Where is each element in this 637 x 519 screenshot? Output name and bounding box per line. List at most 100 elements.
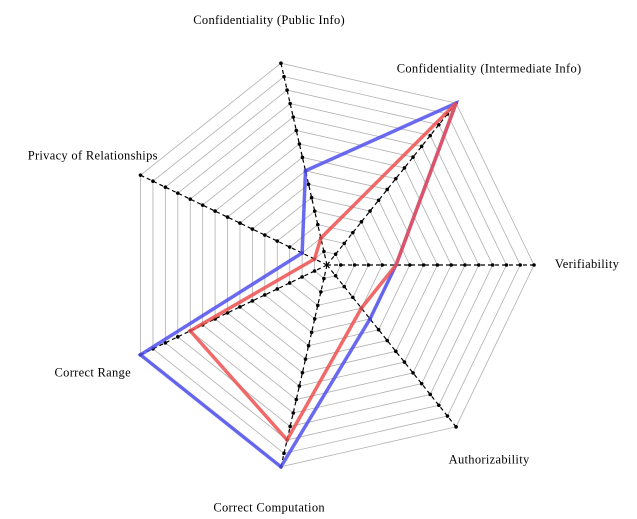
axis-tick xyxy=(463,263,467,267)
axis-tick xyxy=(303,357,308,361)
axis-tick xyxy=(300,155,305,160)
axis-tick xyxy=(394,176,398,181)
axis-label: Verifiability xyxy=(555,257,620,271)
axis-tick xyxy=(419,144,424,149)
axis-tick xyxy=(315,303,320,308)
axis-tick xyxy=(428,133,433,138)
axis-tick xyxy=(291,115,296,119)
axis-tick xyxy=(376,327,381,332)
axis-tick xyxy=(428,392,433,397)
axis-tick xyxy=(309,195,314,200)
axis-tick xyxy=(306,343,311,348)
axis-tick xyxy=(275,239,280,243)
axis-tick xyxy=(288,101,292,106)
axis-tick xyxy=(263,233,267,237)
axis-tick xyxy=(445,414,450,418)
axis-tick xyxy=(351,230,355,235)
axis-tick xyxy=(312,317,317,321)
axis-tick xyxy=(435,263,440,267)
axis-tick xyxy=(315,222,320,227)
axis-label: Confidentiality (Intermediate Info) xyxy=(397,61,582,75)
axis-tick xyxy=(294,397,299,402)
axis-tick xyxy=(449,263,454,267)
grid-ring xyxy=(264,197,397,333)
axis-tick xyxy=(437,122,441,127)
axis-tick xyxy=(532,263,536,267)
axis-tick xyxy=(333,252,338,257)
axis-tick xyxy=(477,263,481,267)
axis-tick xyxy=(419,381,424,386)
axis-tick xyxy=(285,88,289,92)
axis-tick xyxy=(408,263,412,267)
axis-tick xyxy=(366,263,371,267)
axis-tick xyxy=(411,155,415,159)
axis-label: Confidentiality (Public Info) xyxy=(193,13,345,27)
axis-tick xyxy=(294,128,299,133)
grid-ring xyxy=(227,156,438,374)
axis-tick xyxy=(163,341,168,345)
axis-tick xyxy=(287,245,292,249)
axis-tick xyxy=(359,220,364,224)
axis-tick xyxy=(306,182,311,187)
axis-tick xyxy=(288,424,292,429)
axis-tick xyxy=(151,179,155,183)
grid-ring xyxy=(189,116,480,414)
axis-tick xyxy=(319,290,323,294)
axis-label: Correct Computation xyxy=(213,501,325,515)
axis-label: Authorizability xyxy=(449,452,530,466)
axis-tick xyxy=(322,276,326,281)
axis-tick xyxy=(312,209,317,213)
axis-tick xyxy=(300,370,305,375)
axis-tick xyxy=(282,74,286,79)
axis-tick xyxy=(385,338,390,343)
axis-tick xyxy=(238,305,242,309)
axis-label: Correct Range xyxy=(55,365,132,379)
axis-tick xyxy=(297,384,302,388)
axis-tick xyxy=(250,299,255,303)
grid-ring xyxy=(314,251,342,279)
axis-tick xyxy=(490,263,495,267)
axis-tick xyxy=(333,273,338,278)
axis-tick xyxy=(342,241,347,246)
axis-spoke xyxy=(140,174,328,266)
axis-tick xyxy=(287,281,292,285)
axis-tick xyxy=(250,227,255,231)
grid-ring xyxy=(177,103,494,427)
axis-tick xyxy=(291,411,296,415)
axis-tick xyxy=(402,166,407,170)
axis-tick xyxy=(282,451,286,456)
axis-tick xyxy=(368,209,372,213)
axis-spoke xyxy=(140,264,328,356)
axis-tick xyxy=(200,203,205,207)
axis-tick xyxy=(175,191,180,195)
grid-ring xyxy=(152,76,521,454)
axis-tick xyxy=(380,263,385,267)
axis-tick xyxy=(339,263,343,267)
axis-tick xyxy=(376,198,381,203)
axis-tick xyxy=(518,263,522,267)
axis-tick xyxy=(437,403,441,408)
axis-tick xyxy=(394,349,398,354)
axis-spoke xyxy=(326,102,457,266)
axis-tick xyxy=(188,197,193,201)
grid-ring xyxy=(276,210,383,320)
axis-tick xyxy=(297,142,302,146)
axis-label: Privacy of Relationships xyxy=(28,148,158,162)
axis-tick xyxy=(175,335,180,339)
axis-tick xyxy=(312,269,317,273)
axis-tick xyxy=(454,425,458,429)
axis-tick xyxy=(275,287,280,291)
grid-ring xyxy=(289,224,369,306)
axis-tick xyxy=(309,330,314,335)
axis-tick xyxy=(385,187,390,192)
series-line xyxy=(187,101,458,443)
axis-tick xyxy=(163,185,168,189)
axis-tick xyxy=(225,215,230,219)
grid-ring xyxy=(140,62,535,468)
axis-tick xyxy=(411,371,415,375)
axis-tick xyxy=(351,295,355,300)
axis-spoke xyxy=(326,264,457,428)
grid-ring xyxy=(251,183,411,347)
axis-tick xyxy=(225,311,230,315)
